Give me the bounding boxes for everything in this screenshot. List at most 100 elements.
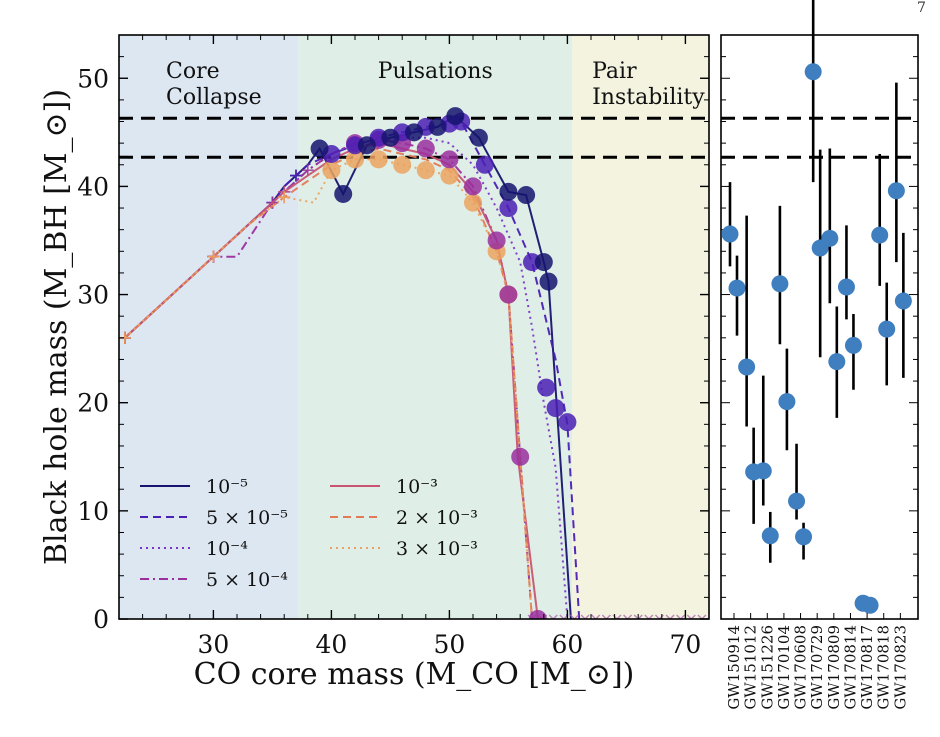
event-point (754, 462, 772, 480)
event-point (795, 528, 813, 546)
data-point (310, 139, 329, 158)
event-point (871, 226, 889, 244)
legend-label: 5 × 10⁻⁴ (206, 569, 288, 591)
event-point (837, 278, 855, 296)
data-point (428, 117, 447, 136)
data-point (346, 150, 364, 169)
event-label: GW151012 (742, 625, 760, 710)
data-point (405, 123, 423, 142)
event-point (761, 527, 779, 545)
event-label: GW150914 (725, 625, 743, 710)
event-point (861, 596, 879, 614)
region-label: Pulsations (378, 59, 493, 84)
x-tick-label: 50 (433, 630, 465, 659)
region-label: Instability (592, 85, 705, 110)
data-point (440, 166, 459, 185)
event-label: GW170729 (808, 625, 826, 710)
x-axis-label: CO core mass (M_CO [M_⊙]) (194, 657, 635, 692)
data-point (499, 199, 518, 218)
zero-mass-marker (676, 614, 686, 619)
region-label: Core (166, 59, 220, 84)
event-label: GW170817 (858, 625, 876, 710)
zero-mass-marker (697, 614, 707, 619)
y-tick-label: 0 (93, 605, 109, 634)
legend-label: 2 × 10⁻³ (396, 507, 478, 529)
data-point (381, 128, 400, 147)
data-point (539, 272, 558, 291)
data-point (322, 161, 341, 180)
x-tick-label: 30 (197, 630, 229, 659)
zero-mass-marker (665, 614, 675, 619)
legend-label: 3 × 10⁻³ (396, 538, 478, 560)
x-tick-label: 40 (315, 630, 347, 659)
data-point (499, 182, 518, 201)
zero-mass-marker (644, 614, 654, 619)
y-tick-label: 30 (77, 281, 109, 310)
left-plot-frame (118, 34, 710, 620)
data-point (475, 155, 494, 174)
event-label: GW170608 (792, 625, 810, 710)
event-point (828, 353, 846, 371)
data-point (357, 136, 376, 155)
series-plus-marker (278, 191, 291, 204)
zero-mass-marker (686, 614, 696, 619)
event-label: GW170809 (825, 625, 843, 710)
event-point (878, 320, 896, 338)
zero-mass-marker (633, 614, 643, 619)
data-point (469, 128, 488, 147)
legend-label: 10⁻³ (396, 476, 438, 498)
y-tick-label: 10 (77, 497, 109, 526)
data-point (440, 150, 459, 169)
x-tick-label: 70 (669, 630, 701, 659)
y-tick-label: 20 (77, 389, 109, 418)
event-point (894, 292, 912, 310)
page-number: 7 (917, 0, 926, 16)
event-label: GW170818 (875, 625, 893, 710)
y-axis-label: Black hole mass (M_BH [M_⊙]) (39, 89, 74, 565)
data-point (416, 139, 435, 158)
event-point (788, 492, 806, 510)
event-label: GW170104 (775, 625, 793, 710)
data-point (499, 285, 518, 304)
legend-label: 10⁻⁵ (206, 476, 248, 498)
event-point (887, 182, 905, 200)
data-point (464, 193, 482, 212)
region-0 (119, 35, 299, 619)
zero-mass-marker (548, 614, 558, 619)
event-label: GW151226 (758, 625, 776, 710)
event-point (771, 275, 789, 293)
zero-mass-marker (623, 614, 633, 619)
event-point (738, 358, 756, 376)
data-point (534, 253, 553, 272)
event-point (844, 336, 862, 354)
zero-mass-marker (569, 614, 579, 619)
event-label: GW170814 (841, 625, 859, 710)
data-point (528, 610, 547, 619)
legend: 10⁻⁵ 5 × 10⁻⁵ 10⁻⁴ 5 × 10⁻⁴ 10⁻³ 2 × 10⁻³ 3 × … (140, 476, 478, 591)
event-point (778, 393, 796, 411)
y-tick-label: 50 (77, 64, 109, 93)
event-label: GW170823 (891, 625, 909, 710)
data-point (446, 107, 465, 126)
data-point (517, 186, 536, 205)
event-point (804, 63, 822, 81)
data-point (464, 177, 482, 196)
y-tick-label: 40 (77, 172, 109, 201)
data-point (558, 413, 577, 432)
zero-mass-marker (591, 614, 601, 619)
event-point (728, 279, 746, 297)
zero-mass-marker (580, 614, 590, 619)
zero-mass-marker (601, 614, 611, 619)
data-point (487, 231, 506, 250)
series-plus-marker (301, 164, 314, 177)
legend-label: 10⁻⁴ (206, 538, 248, 560)
data-point (334, 184, 353, 203)
series-plus-marker (207, 250, 220, 263)
zero-mass-marker (559, 614, 569, 619)
data-point (537, 378, 556, 397)
series-line (124, 138, 533, 619)
data-point (546, 399, 565, 418)
data-point (511, 447, 530, 466)
